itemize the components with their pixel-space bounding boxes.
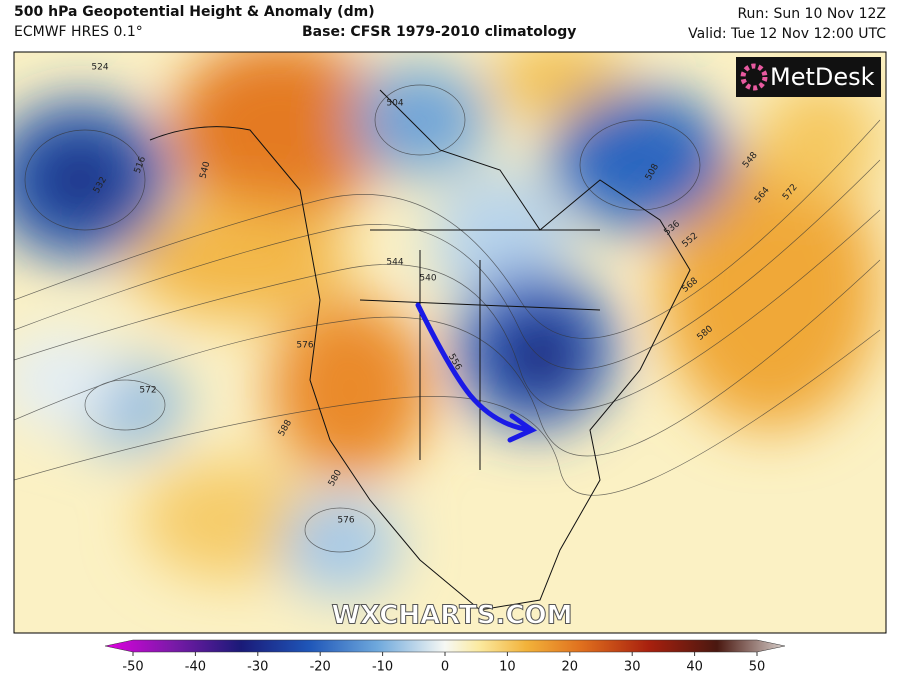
watermark: WXCHARTS.COM [331, 601, 572, 631]
trough-arrow [415, 302, 533, 433]
colorbar-bar [104, 639, 786, 653]
logo-box [736, 57, 881, 97]
colorbar-tick-label: 20 [562, 660, 579, 675]
colorbar-tick-label: 10 [499, 660, 516, 675]
coastlines [149, 89, 691, 611]
colorbar-tick-label: -30 [247, 660, 268, 675]
colorbar-tick-label: -40 [185, 660, 206, 675]
contour-label: 540 [419, 274, 436, 284]
colorbar-tick-label: 30 [624, 660, 641, 675]
model-name: ECMWF HRES 0.1° [14, 24, 143, 40]
colorbar-tick-label: 0 [441, 660, 449, 675]
colorbar-tick-label: -50 [122, 660, 143, 675]
contour-label: 540 [198, 160, 212, 179]
map-frame [13, 51, 887, 634]
height-contours [14, 84, 881, 553]
contour-label: 576 [337, 516, 354, 526]
colorbar-tick-label: -20 [310, 660, 331, 675]
run-time: Run: Sun 10 Nov 12Z [737, 6, 886, 22]
logo-icon [740, 63, 768, 91]
trough-arrow-head [507, 413, 538, 443]
contour-label: 524 [91, 63, 108, 73]
contour-label: 504 [386, 99, 403, 109]
colorbar-tick-label: 50 [749, 660, 766, 675]
colorbar-tick-label: -10 [372, 660, 393, 675]
colorbar-tick-label: 40 [686, 660, 703, 675]
contour-label: 544 [386, 258, 403, 268]
map-title: 500 hPa Geopotential Height & Anomaly (d… [14, 4, 375, 20]
valid-time: Valid: Tue 12 Nov 12:00 UTC [688, 26, 886, 42]
climatology-base: Base: CFSR 1979-2010 climatology [302, 24, 576, 40]
logo: MetDesk [770, 63, 875, 91]
contour-label: 576 [296, 341, 313, 351]
anomaly-field [14, 52, 880, 595]
colorbar: -50 -40 -30 -20 -10 0 10 20 30 40 50 [104, 639, 786, 675]
contour-label: 572 [139, 386, 156, 396]
